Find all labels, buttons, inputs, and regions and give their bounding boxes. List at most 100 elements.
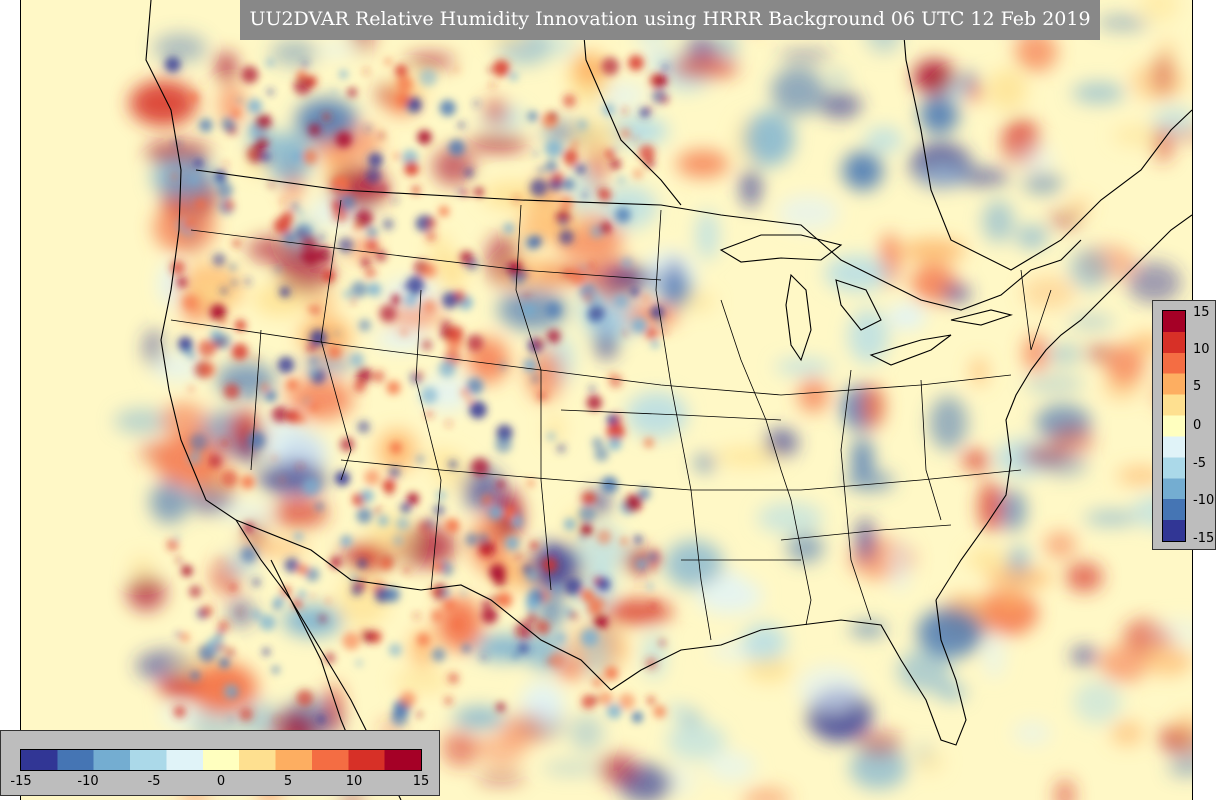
colorbar-right-tick: 10: [1193, 342, 1210, 357]
innovation-speck: [241, 475, 255, 489]
innovation-speck: [361, 257, 371, 267]
innovation-speck: [239, 609, 244, 615]
innovation-speck: [646, 696, 656, 705]
innovation-speck: [219, 657, 230, 669]
innovation-speck: [182, 294, 198, 311]
innovation-blob: [432, 147, 475, 186]
innovation-speck: [329, 556, 342, 568]
coastline-gulf: [610, 599, 967, 746]
innovation-speck: [431, 610, 443, 622]
innovation-blob: [1144, 645, 1192, 676]
innovation-speck: [217, 559, 223, 564]
colorbar-bottom-tick: 0: [216, 774, 226, 789]
innovation-blob: [429, 232, 450, 266]
innovation-speck: [529, 178, 548, 197]
innovation-blob: [161, 401, 207, 440]
innovation-speck: [297, 564, 309, 575]
innovation-speck: [198, 339, 217, 358]
innovation-speck: [581, 694, 596, 709]
innovation-blob: [1096, 15, 1150, 30]
innovation-speck: [432, 504, 445, 517]
state-lines: [170, 199, 1052, 641]
innovation-speck: [180, 632, 190, 642]
innovation-speck: [223, 162, 228, 167]
innovation-speck: [335, 131, 353, 148]
innovation-speck: [175, 534, 180, 540]
innovation-blob: [473, 635, 537, 661]
coastline-east: [935, 214, 1192, 601]
innovation-blob: [264, 132, 313, 183]
innovation-speck: [580, 491, 595, 506]
innovation-speck: [350, 298, 356, 304]
innovation-speck: [513, 195, 520, 203]
innovation-speck: [505, 536, 519, 551]
innovation-speck: [375, 250, 387, 262]
innovation-blob: [696, 210, 719, 261]
innovation-speck: [272, 666, 280, 674]
innovation-blob: [1023, 334, 1048, 372]
innovation-speck: [458, 189, 464, 195]
innovation-speck: [481, 494, 493, 506]
innovation-speck: [404, 293, 417, 307]
innovation-speck: [176, 632, 181, 637]
innovation-speck: [310, 594, 315, 599]
innovation-speck: [606, 414, 618, 426]
innovation-speck: [170, 260, 186, 276]
innovation-speck: [466, 377, 484, 395]
innovation-speck: [537, 391, 547, 401]
innovation-speck: [253, 356, 258, 361]
innovation-speck: [247, 431, 266, 449]
innovation-speck: [195, 450, 200, 455]
innovation-speck: [307, 344, 316, 353]
innovation-speck: [523, 358, 538, 373]
innovation-blob: [1104, 344, 1145, 385]
innovation-blob: [849, 622, 887, 637]
innovation-blob: [1065, 562, 1103, 592]
innovation-speck: [438, 360, 456, 378]
innovation-speck: [189, 585, 202, 598]
innovation-blob: [929, 396, 968, 451]
innovation-speck: [601, 476, 618, 494]
innovation-speck: [577, 119, 588, 130]
innovation-speck: [435, 490, 447, 501]
innovation-speck: [556, 444, 566, 453]
innovation-blob: [746, 655, 792, 682]
innovation-blob: [354, 543, 384, 573]
innovation-speck: [357, 420, 371, 434]
innovation-speck: [382, 479, 396, 493]
innovation-blob: [502, 713, 546, 746]
innovation-speck: [380, 558, 392, 569]
innovation-blob: [643, 631, 666, 680]
innovation-blob: [602, 599, 673, 624]
innovation-speck: [580, 528, 589, 537]
innovation-blob: [216, 51, 237, 82]
innovation-blob: [538, 596, 564, 627]
innovation-speck: [541, 557, 558, 573]
innovation-speck: [639, 107, 650, 118]
innovation-speck: [620, 537, 628, 545]
colorbar-bottom-tick: -15: [10, 774, 32, 789]
innovation-speck: [365, 239, 379, 252]
innovation-speck: [408, 108, 413, 113]
innovation-speck: [460, 590, 467, 596]
colorbar-bottom-gradient: [20, 749, 422, 771]
innovation-speck: [356, 507, 373, 524]
innovation-blob: [1130, 62, 1186, 101]
innovation-speck: [377, 515, 389, 527]
innovation-speck: [496, 480, 505, 489]
innovation-speck: [388, 466, 401, 479]
innovation-speck: [210, 329, 223, 342]
innovation-blob: [153, 33, 207, 63]
innovation-speck: [308, 123, 321, 137]
innovation-speck: [562, 606, 574, 618]
innovation-speck: [350, 584, 363, 597]
innovation-speck: [608, 436, 622, 451]
innovation-blob: [828, 72, 847, 85]
innovation-speck: [319, 234, 325, 241]
innovation-blob: [852, 437, 873, 479]
innovation-speck: [365, 167, 381, 184]
innovation-speck: [372, 370, 385, 383]
innovation-speck: [416, 455, 425, 464]
innovation-speck: [399, 691, 416, 708]
innovation-speck: [400, 502, 412, 514]
